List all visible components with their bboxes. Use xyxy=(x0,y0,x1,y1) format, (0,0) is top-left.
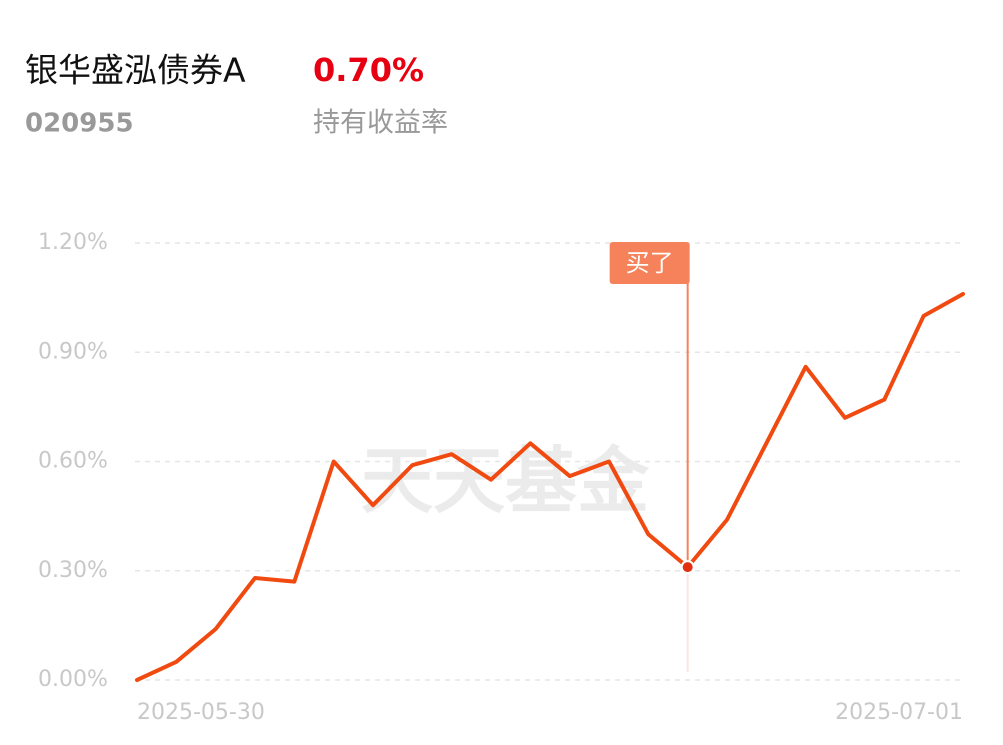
y-tick-label: 0.30% xyxy=(38,558,108,583)
x-tick-label: 2025-05-30 xyxy=(137,700,265,725)
marker-badge xyxy=(609,242,690,284)
return-label: 持有收益率 xyxy=(313,108,448,139)
y-tick-label: 1.20% xyxy=(38,230,108,255)
marker-label: 买了 xyxy=(626,249,674,277)
return-value: 0.70% xyxy=(313,51,424,89)
y-tick-label: 0.00% xyxy=(38,667,108,692)
fund-name: 银华盛泓债券A xyxy=(25,51,246,90)
fund-code: 020955 xyxy=(25,109,134,139)
watermark: 天天基金 xyxy=(361,438,650,523)
y-tick-label: 0.60% xyxy=(38,449,108,474)
line-series xyxy=(135,291,965,682)
y-tick-label: 0.90% xyxy=(38,339,108,364)
marker-point xyxy=(680,560,695,575)
x-tick-label: 2025-07-01 xyxy=(835,700,963,725)
